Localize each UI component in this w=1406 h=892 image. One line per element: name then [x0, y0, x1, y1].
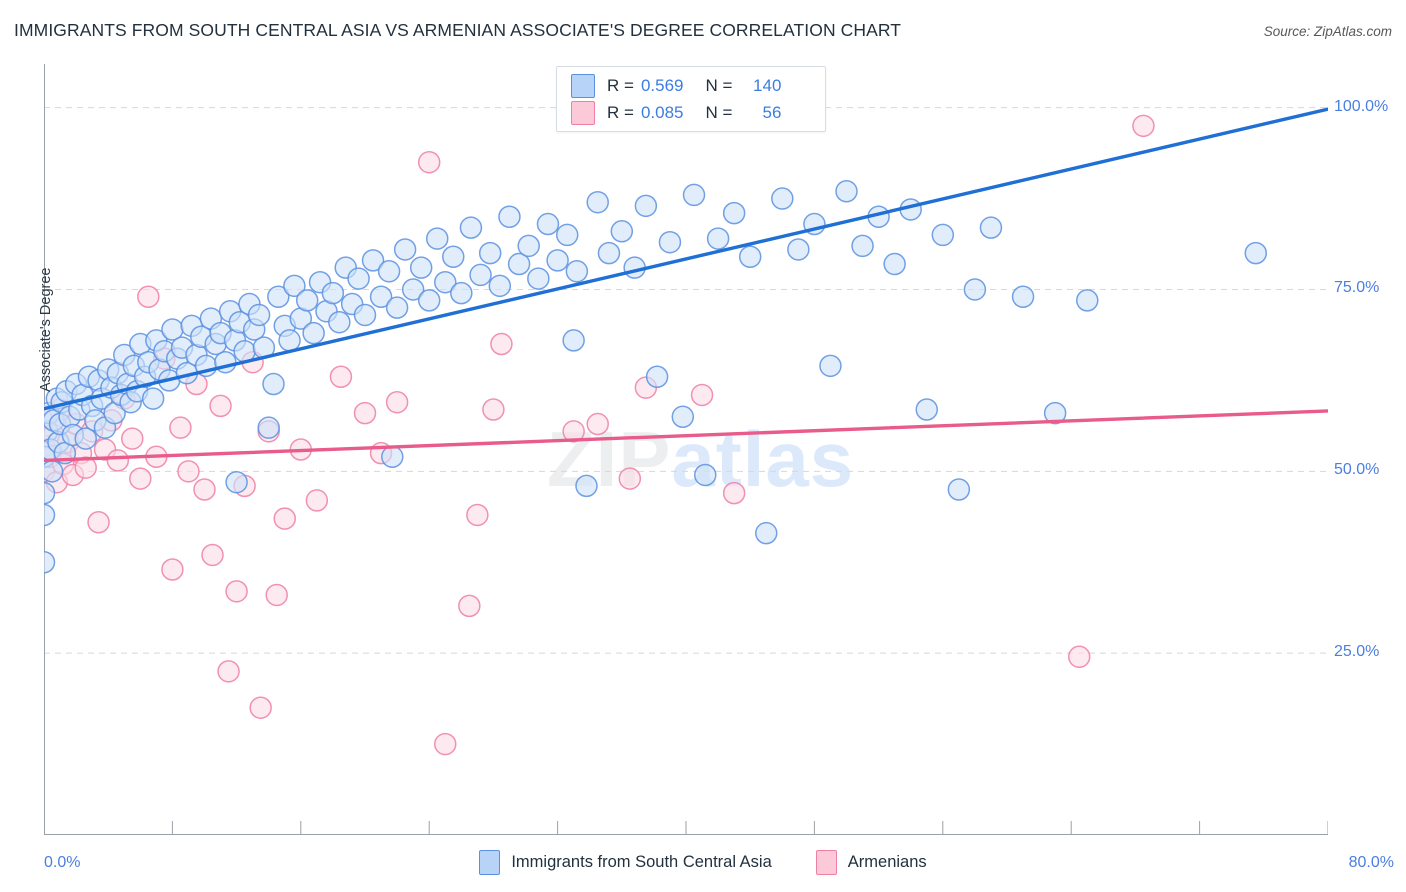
- legend-label: Immigrants from South Central Asia: [511, 853, 772, 871]
- legend-item-immigrants[interactable]: Immigrants from South Central Asia: [479, 850, 772, 875]
- y-tick-label: 50.0%: [1334, 461, 1380, 479]
- blue-swatch-icon: [479, 850, 501, 875]
- n-label: N =: [705, 76, 733, 95]
- stats-legend-row-blue: R = 0.569 N = 140: [571, 73, 781, 99]
- y-axis-title: Associate's Degree: [38, 267, 54, 392]
- n-value: 56: [762, 103, 782, 122]
- legend-item-armenians[interactable]: Armenians: [815, 850, 927, 875]
- r-value: 0.085: [640, 103, 684, 122]
- x-tick-label-max: 80.0%: [1348, 854, 1394, 871]
- r-label: R =: [607, 103, 634, 122]
- legend-label: Armenians: [847, 853, 927, 871]
- x-tick-label-min: 0.0%: [44, 854, 81, 871]
- pink-swatch-icon: [571, 101, 595, 125]
- stats-legend-row-pink: R = 0.085 N = 56: [571, 100, 781, 126]
- n-value: 140: [753, 76, 782, 95]
- y-tick-label: 25.0%: [1334, 643, 1380, 661]
- stats-legend: R = 0.569 N = 140 R = 0.085 N = 56: [556, 66, 826, 132]
- n-label: N =: [705, 103, 733, 122]
- series-legend: Immigrants from South Central Asia Armen…: [0, 850, 1406, 875]
- y-tick-label: 100.0%: [1334, 97, 1389, 115]
- scatter-svg: [44, 64, 1328, 835]
- pink-swatch-icon: [815, 850, 837, 875]
- source-attribution: Source: ZipAtlas.com: [1263, 24, 1392, 39]
- r-value: 0.569: [640, 76, 684, 95]
- r-label: R =: [607, 76, 634, 95]
- blue-swatch-icon: [571, 74, 595, 98]
- page-title: IMMIGRANTS FROM SOUTH CENTRAL ASIA VS AR…: [14, 20, 902, 40]
- y-tick-label: 75.0%: [1334, 279, 1380, 297]
- plot-area: Associate's Degree: [38, 64, 1328, 835]
